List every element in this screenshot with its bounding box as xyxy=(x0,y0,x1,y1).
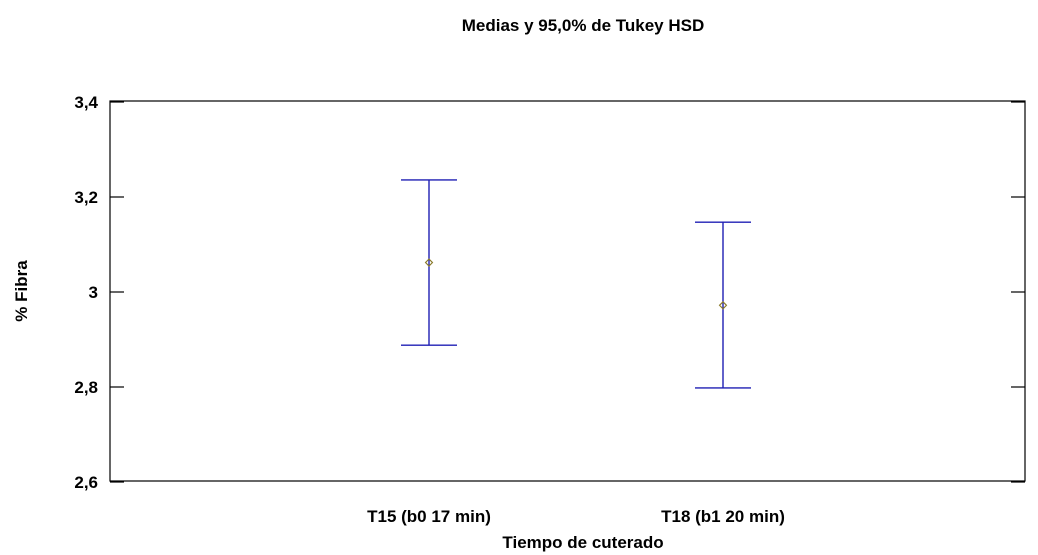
x-axis-label: Tiempo de cuterado xyxy=(502,533,663,552)
chart-title: Medias y 95,0% de Tukey HSD xyxy=(462,16,705,35)
error-bar xyxy=(695,221,751,389)
y-tick-label: 3,4 xyxy=(74,93,98,112)
mean-marker xyxy=(424,258,434,267)
y-axis-label: % Fibra xyxy=(12,260,31,322)
plot-frame xyxy=(109,100,1026,482)
x-tick-label: T18 (b1 20 min) xyxy=(661,507,785,526)
data-marks xyxy=(401,179,751,389)
y-tick-label: 2,6 xyxy=(74,473,98,492)
x-axis: T15 (b0 17 min) T18 (b1 20 min) xyxy=(367,507,785,526)
y-tick-label: 2,8 xyxy=(74,378,98,397)
y-tick-label: 3 xyxy=(89,283,98,302)
y-tick-label: 3,2 xyxy=(74,188,98,207)
error-bar xyxy=(401,179,457,346)
x-tick-label: T15 (b0 17 min) xyxy=(367,507,491,526)
y-axis: 2,6 2,8 3 3,2 3,4 xyxy=(74,93,1025,492)
mean-marker xyxy=(718,301,728,310)
